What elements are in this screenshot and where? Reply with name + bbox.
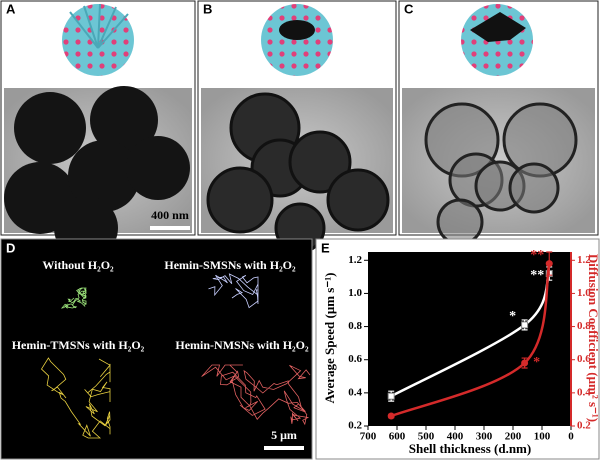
trajectory bbox=[60, 287, 87, 309]
point bbox=[387, 412, 395, 420]
trajectory-label: Hemin-TMSNs with H₂O₂ bbox=[12, 338, 145, 352]
y-tick-label: 1.2 bbox=[348, 254, 362, 266]
panel-label: E bbox=[321, 240, 330, 255]
y-tick-label: 0.2 bbox=[348, 420, 362, 432]
panel-label: B bbox=[203, 1, 212, 16]
particles bbox=[4, 86, 190, 260]
panel-label: C bbox=[404, 1, 414, 16]
x-tick-label: 400 bbox=[447, 431, 464, 443]
panel-b: B bbox=[197, 0, 397, 254]
significance-label: * bbox=[533, 355, 540, 370]
x-tick-label: 200 bbox=[505, 431, 522, 443]
point bbox=[545, 260, 553, 268]
panel-c: C bbox=[398, 0, 599, 246]
panel-a: 400 nm A bbox=[0, 0, 196, 260]
significance-label: ** bbox=[530, 268, 544, 283]
point bbox=[387, 392, 395, 400]
model-hole bbox=[279, 20, 315, 40]
significance-label: * bbox=[509, 309, 516, 324]
y-tick-label: 0.6 bbox=[348, 353, 362, 365]
y2-tick-label: 0.8 bbox=[577, 320, 591, 332]
trajectory-label: Hemin-SMSNs with H₂O₂ bbox=[164, 258, 296, 272]
x-tick-label: 0 bbox=[568, 431, 574, 443]
model-hole bbox=[470, 12, 526, 42]
panel-frame bbox=[0, 238, 313, 460]
point bbox=[521, 359, 529, 367]
y2-tick-label: 1.2 bbox=[577, 254, 591, 266]
trajectory bbox=[208, 273, 259, 309]
y-tick-label: 1.0 bbox=[348, 287, 362, 299]
y-axis-label: Average Speed (μm s⁻¹) bbox=[322, 273, 337, 404]
x-tick-label: 300 bbox=[476, 431, 493, 443]
panel-label: D bbox=[6, 240, 15, 255]
panel-d: D Without H₂O₂ Hemin-SMSNs with H₂O₂ Hem… bbox=[0, 238, 313, 460]
x-tick-label: 500 bbox=[418, 431, 435, 443]
y-tick-label: 0.4 bbox=[348, 386, 362, 398]
scale-bar bbox=[150, 226, 190, 230]
particles bbox=[424, 102, 578, 246]
y2-tick-label: 0.4 bbox=[577, 386, 591, 398]
y2-tick-label: 0.6 bbox=[577, 353, 591, 365]
scale-bar bbox=[264, 446, 304, 450]
y2-tick-label: 0.2 bbox=[577, 420, 591, 432]
point bbox=[521, 321, 529, 329]
plot-area bbox=[368, 252, 571, 426]
x-tick-label: 700 bbox=[360, 431, 377, 443]
panel-label: A bbox=[6, 1, 16, 16]
scale-bar-label: 5 μm bbox=[271, 428, 297, 442]
panel-e: E Shell thickness (d.nm) Average Speed (… bbox=[315, 238, 600, 460]
significance-label: ** bbox=[530, 248, 544, 263]
scale-bar-label: 400 nm bbox=[151, 208, 189, 222]
x-tick-label: 600 bbox=[389, 431, 406, 443]
model-fins bbox=[69, 3, 129, 49]
trajectory bbox=[201, 364, 311, 426]
x-tick-label: 100 bbox=[534, 431, 551, 443]
y2-axis-label: Diffusion Coefficient (μm² s⁻¹) bbox=[586, 254, 600, 422]
y2-tick-label: 1.0 bbox=[577, 287, 591, 299]
trajectory bbox=[40, 357, 111, 439]
y-tick-label: 0.8 bbox=[348, 320, 362, 332]
trajectory-label: Hemin-NMSNs with H₂O₂ bbox=[175, 338, 309, 352]
trajectory-label: Without H₂O₂ bbox=[42, 258, 114, 272]
x-axis-label: Shell thickness (d.nm) bbox=[409, 441, 531, 456]
